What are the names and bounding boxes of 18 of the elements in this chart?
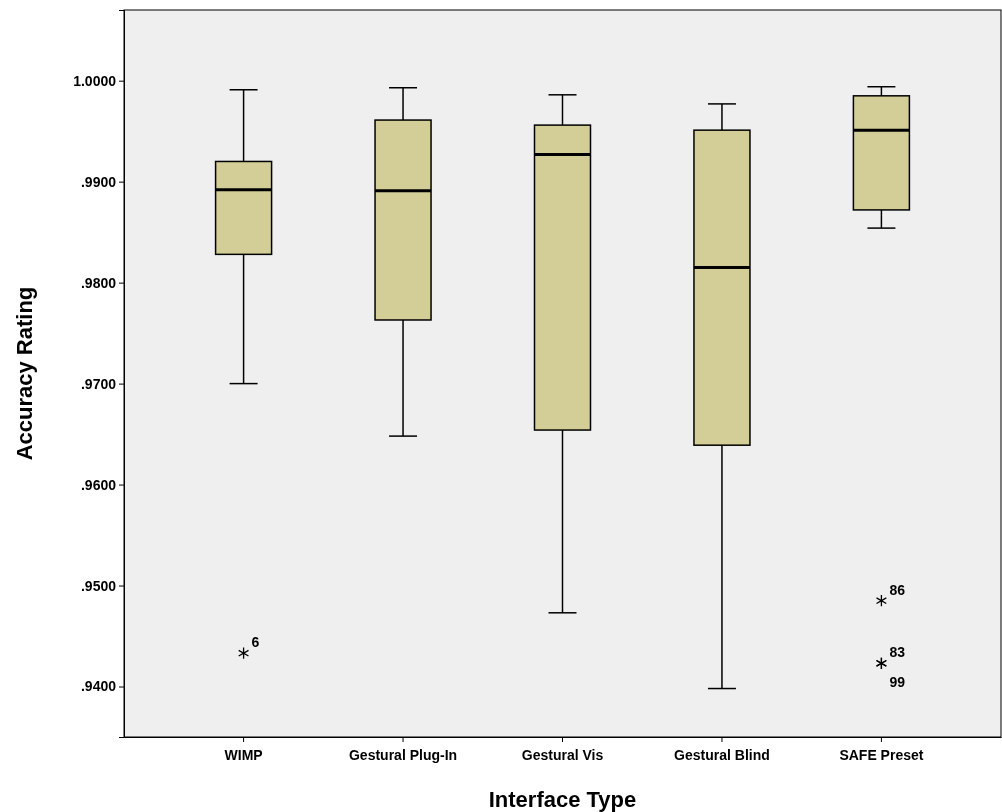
annotation: 6 [251, 634, 260, 651]
annotation: 99 [889, 674, 906, 691]
y-tick-label: .9900 [80, 173, 117, 190]
y-tick-label: .9500 [80, 577, 117, 594]
x-tick-label: Gestural Vis [521, 747, 604, 764]
x-axis-title: Interface Type [488, 787, 637, 812]
y-tick-label: .9600 [80, 476, 117, 493]
y-tick-label: 1.0000 [73, 72, 117, 89]
y-tick-label: .9800 [80, 274, 117, 291]
annotation: 86 [889, 581, 906, 598]
x-tick-label: Gestural Blind [674, 747, 770, 764]
annotation: 83 [889, 644, 906, 661]
y-tick-label: .9400 [80, 678, 117, 695]
y-tick-label: .9700 [80, 375, 117, 392]
x-tick-label: Gestural Plug-In [348, 747, 458, 764]
x-tick-label: WIMP [224, 747, 263, 764]
x-tick-label: SAFE Preset [839, 747, 924, 764]
y-axis-title: Accuracy Rating [12, 286, 37, 461]
